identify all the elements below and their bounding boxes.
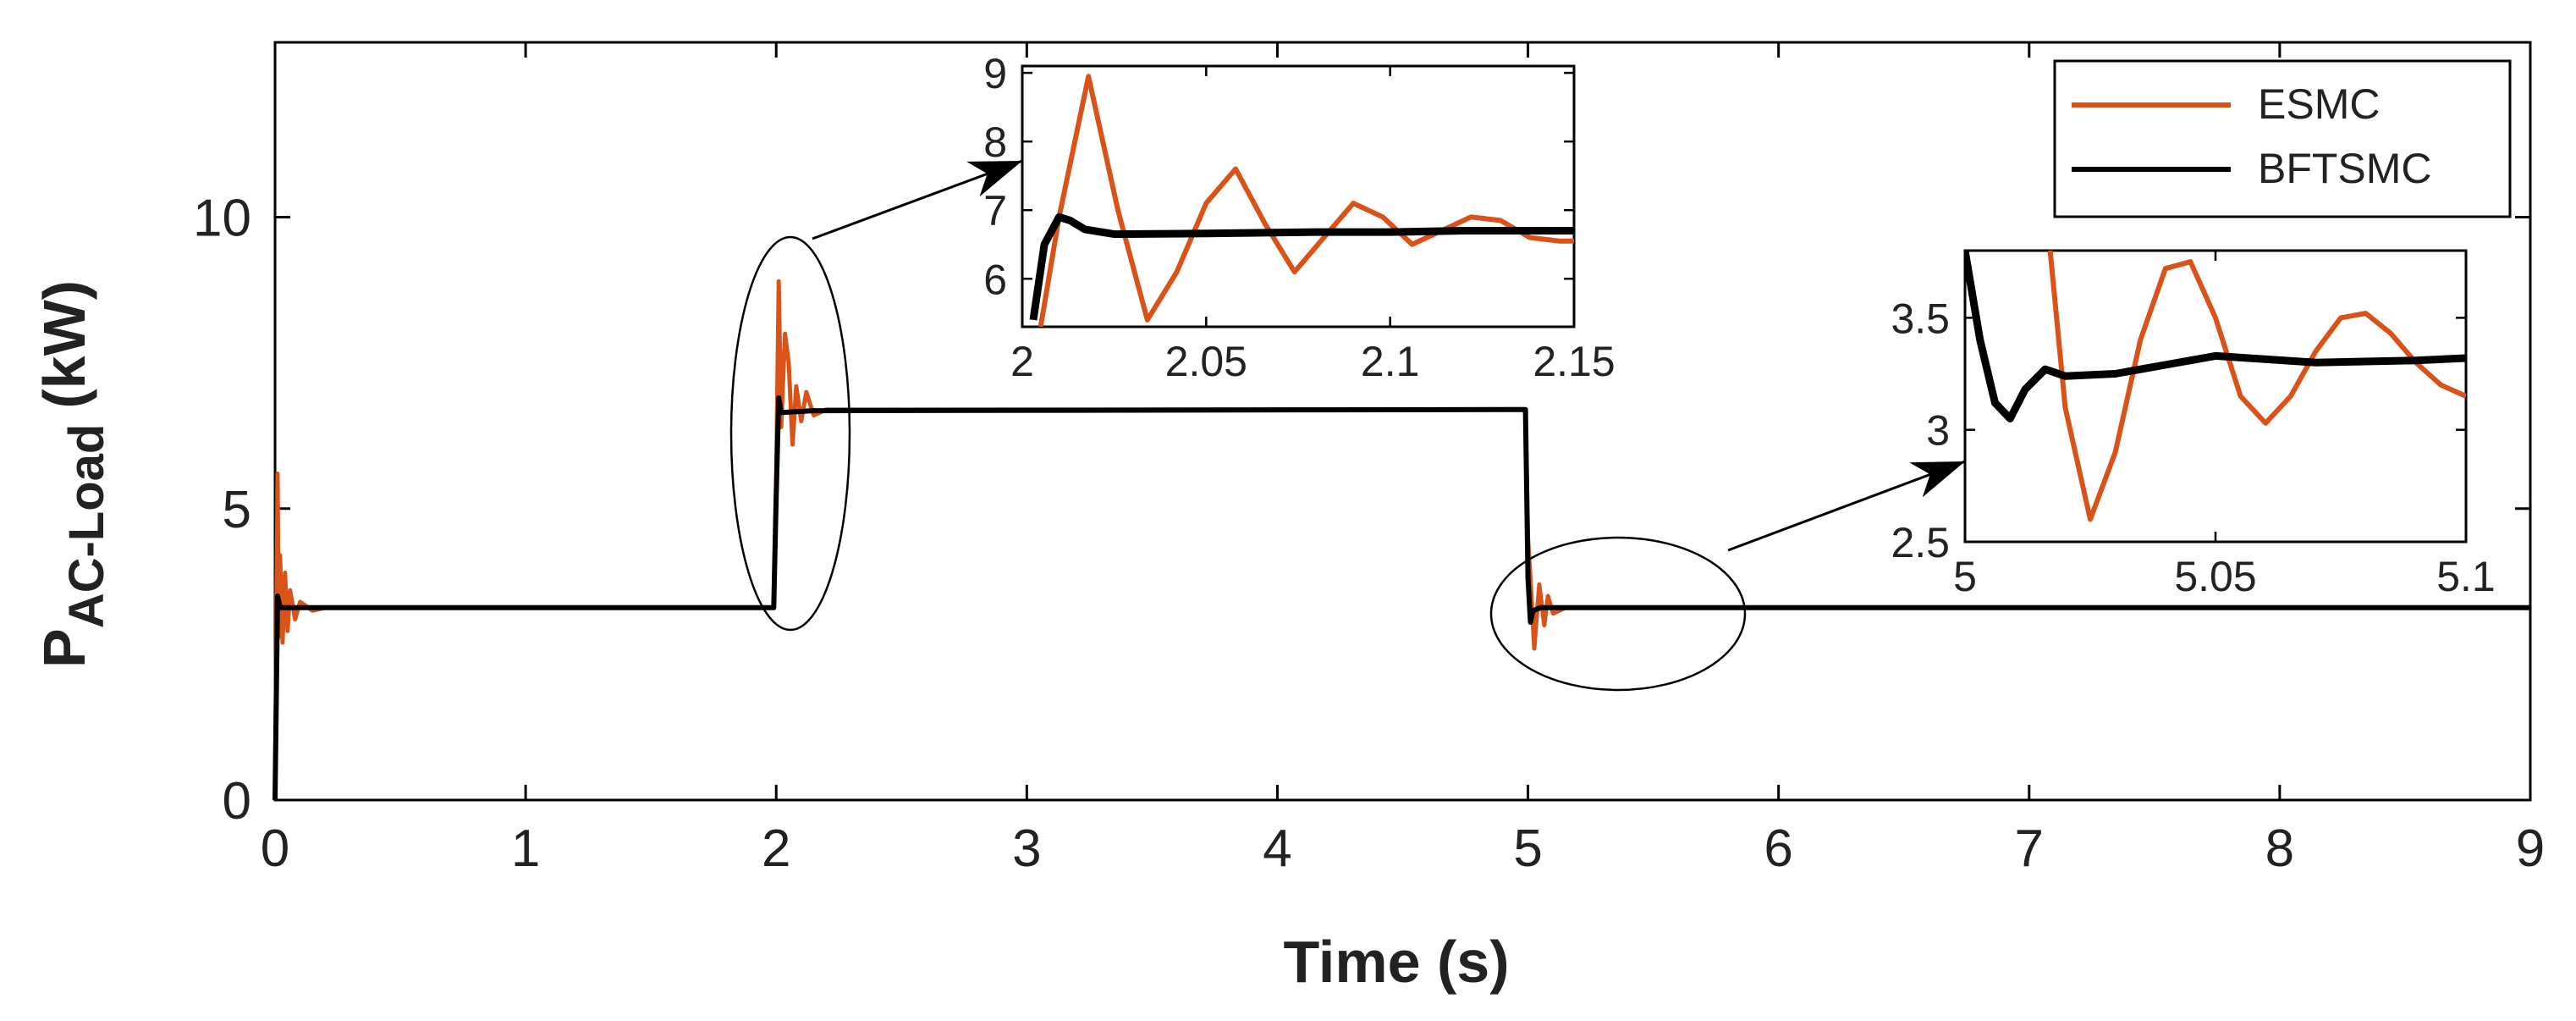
inset-x-tick-label: 2.15 bbox=[1533, 338, 1615, 385]
zoom-ellipse-2 bbox=[1489, 536, 1747, 692]
main-axes: 0 1 2 3 4 5 6 7 8 9 0 5 10 bbox=[193, 41, 2545, 878]
inset-series bbox=[1029, 74, 1574, 327]
y-tick-label: 5 bbox=[223, 481, 251, 539]
x-tick-label: 4 bbox=[1263, 820, 1291, 878]
y-axis-title-subscript: AC-Load bbox=[59, 424, 114, 629]
x-tick-label: 2 bbox=[762, 820, 790, 878]
y-axis-title-main: P bbox=[31, 628, 97, 668]
x-axis-title: Time (s) bbox=[1283, 929, 1509, 995]
inset-series bbox=[1965, 251, 2466, 522]
inset-upper-left: 2 2.05 2.1 2.15 6 7 8 9 bbox=[983, 50, 1615, 385]
series-line-bftsmc bbox=[272, 395, 2530, 801]
legend-label-esmc: ESMC bbox=[2258, 80, 2380, 128]
inset-x-tick-label: 2.05 bbox=[1165, 338, 1247, 385]
inset-y-tick-label: 6 bbox=[983, 256, 1007, 303]
inset-series-line-esmc bbox=[2047, 251, 2466, 522]
inset-frame bbox=[1963, 249, 2468, 544]
zoom-arrow-2-head bbox=[1909, 461, 1965, 498]
zoom-arrow-1-head bbox=[966, 161, 1022, 197]
x-tick-label: 1 bbox=[511, 820, 540, 878]
inset-y-tick-label: 9 bbox=[983, 50, 1007, 97]
inset-x-tick-label: 5.05 bbox=[2174, 553, 2256, 600]
main-plot-frame bbox=[273, 41, 2532, 802]
x-tick-label: 3 bbox=[1012, 820, 1041, 878]
x-tick-label: 8 bbox=[2265, 820, 2294, 878]
series-line-esmc bbox=[272, 279, 2530, 801]
inset-y-tick-label: 2.5 bbox=[1891, 519, 1950, 566]
inset-frame bbox=[1021, 64, 1576, 328]
x-tick-label: 5 bbox=[1513, 820, 1542, 878]
legend: ESMC BFTSMC bbox=[2053, 59, 2512, 218]
y-tick-label: 10 bbox=[193, 190, 251, 248]
zoom-arrow-1 bbox=[812, 159, 1023, 240]
legend-box bbox=[2053, 59, 2512, 218]
inset-lower-right: 5 5.05 5.1 2.5 3 3.5 bbox=[1891, 249, 2496, 600]
inset-series-line-bftsmc bbox=[1965, 251, 2466, 422]
y-axis-title: PAC-Load (kW) bbox=[31, 280, 114, 668]
inset-y-tick-label: 7 bbox=[983, 187, 1007, 235]
x-tick-label: 9 bbox=[2516, 820, 2545, 878]
legend-label-bftsmc: BFTSMC bbox=[2258, 145, 2432, 192]
y-tick-label: 0 bbox=[223, 772, 251, 831]
inset-series-line-bftsmc bbox=[1029, 212, 1574, 321]
callouts bbox=[729, 159, 1966, 692]
x-tick-label: 7 bbox=[2015, 820, 2044, 878]
inset-x-tick-label: 2.1 bbox=[1361, 338, 1420, 385]
y-axis-title-unit: (kW) bbox=[31, 280, 97, 409]
inset-x-tick-label: 2 bbox=[1010, 338, 1034, 385]
inset-y-tick-label: 3 bbox=[1926, 407, 1950, 455]
inset-x-tick-label: 5 bbox=[1953, 553, 1977, 600]
x-tick-label: 6 bbox=[1764, 820, 1792, 878]
zoom-arrow-2 bbox=[1727, 460, 1966, 552]
main-series bbox=[272, 279, 2530, 801]
x-tick-label: 0 bbox=[261, 820, 289, 878]
inset-series-line-esmc bbox=[1038, 74, 1574, 327]
zoom-ellipse-1 bbox=[729, 235, 851, 632]
inset-y-tick-label: 3.5 bbox=[1891, 295, 1950, 342]
inset-x-tick-label: 5.1 bbox=[2436, 553, 2496, 600]
inset-y-tick-label: 8 bbox=[983, 119, 1007, 166]
